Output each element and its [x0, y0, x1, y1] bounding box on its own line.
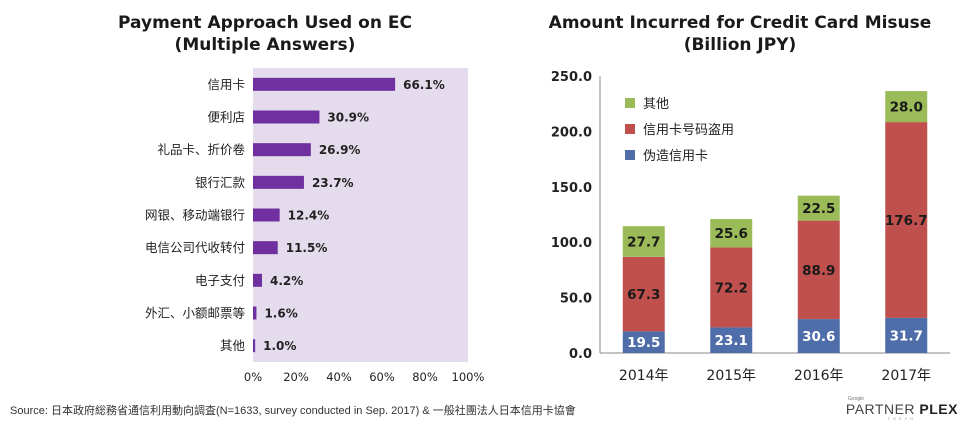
- stack-segment: [885, 317, 928, 353]
- segment-label: 67.3: [627, 287, 660, 303]
- y-tick-label: 100.0: [551, 236, 592, 251]
- data-label: 11.5%: [286, 241, 328, 255]
- bar: [253, 175, 304, 189]
- category-label: 其他: [220, 338, 246, 353]
- segment-label: 25.6: [715, 226, 748, 242]
- x-category-label: 2016年: [794, 368, 844, 384]
- x-tick-label: 100%: [452, 370, 485, 384]
- segment-label: 176.7: [885, 213, 928, 229]
- category-label: 电子支付: [195, 273, 245, 288]
- category-label: 银行汇款: [195, 175, 246, 190]
- segment-label: 72.2: [715, 280, 748, 296]
- segment-label: 23.1: [715, 333, 748, 349]
- segment-label: 22.5: [802, 201, 835, 217]
- y-tick-label: 250.0: [551, 70, 592, 85]
- segment-label: 27.7: [627, 234, 660, 250]
- source-note: Source: 日本政府総務省通信利用動向調査(N=1633, survey c…: [10, 405, 576, 417]
- left-chart-title-line2: (Multiple Answers): [174, 35, 356, 55]
- data-label: 1.0%: [263, 339, 296, 353]
- stack-segment: [797, 220, 840, 320]
- data-label: 1.6%: [264, 307, 297, 321]
- stack-segment: [622, 331, 665, 353]
- bar: [253, 273, 263, 287]
- stack-segment: [622, 226, 665, 257]
- data-label: 4.2%: [270, 274, 303, 288]
- stack-segment: [797, 319, 840, 353]
- segment-label: 88.9: [802, 263, 835, 279]
- category-label: 电信公司代收转付: [145, 240, 245, 255]
- segment-label: 28.0: [890, 100, 923, 116]
- bar: [253, 339, 256, 353]
- segment-label: 30.6: [802, 329, 835, 345]
- stack-segment: [710, 219, 753, 248]
- logo-plex: PLEX: [919, 401, 958, 417]
- y-tick-label: 50.0: [560, 292, 592, 307]
- x-category-label: 2014年: [619, 368, 669, 384]
- legend-swatch: [625, 98, 635, 108]
- stack-segment: [622, 256, 665, 332]
- stack-segment: [885, 122, 928, 318]
- logo-google-text: Google: [847, 396, 865, 402]
- logo-partner: PARTNER: [845, 401, 920, 417]
- x-tick-label: 60%: [369, 370, 395, 384]
- bar: [253, 77, 396, 91]
- left-chart-title: Payment Approach Used on EC (Multiple An…: [40, 12, 490, 56]
- x-category-label: 2015年: [706, 368, 756, 384]
- logo-tokyo-text: TOKYO: [887, 416, 917, 421]
- logo-main-text: PARTNER PLEX: [846, 402, 958, 416]
- legend-label: 其他: [643, 97, 669, 112]
- legend-swatch: [625, 124, 635, 134]
- data-label: 12.4%: [288, 209, 330, 223]
- bar: [253, 208, 280, 222]
- data-label: 23.7%: [312, 176, 354, 190]
- legend-label: 信用卡号码盗用: [643, 122, 734, 138]
- segment-label: 31.7: [890, 328, 923, 344]
- category-label: 外汇、小额邮票等: [145, 306, 245, 321]
- left-chart-title-line1: Payment Approach Used on EC: [118, 13, 412, 33]
- right-chart-title: Amount Incurred for Credit Card Misuse (…: [530, 12, 950, 56]
- x-tick-label: 20%: [283, 370, 309, 384]
- category-label: 便利店: [207, 110, 245, 125]
- category-label: 信用卡: [207, 77, 245, 92]
- partnerplex-logo: Google PARTNER PLEX TOKYO: [846, 396, 958, 421]
- x-category-label: 2017年: [881, 368, 931, 384]
- bar: [253, 143, 311, 157]
- bar: [253, 241, 278, 255]
- x-tick-label: 0%: [244, 370, 262, 384]
- right-chart-title-line2: (Billion JPY): [683, 35, 797, 55]
- legend-swatch: [625, 150, 635, 160]
- segment-label: 19.5: [627, 335, 660, 351]
- stack-segment: [710, 327, 753, 353]
- right-chart-title-line1: Amount Incurred for Credit Card Misuse: [548, 13, 932, 33]
- x-tick-label: 40%: [326, 370, 352, 384]
- legend-label: 伪造信用卡: [643, 149, 708, 164]
- stack-segment: [710, 247, 753, 328]
- x-tick-label: 80%: [412, 370, 438, 384]
- data-label: 66.1%: [403, 78, 445, 92]
- y-tick-label: 200.0: [551, 125, 592, 140]
- bar: [253, 306, 257, 320]
- data-label: 30.9%: [327, 111, 369, 125]
- category-label: 网银、移动端银行: [145, 208, 245, 223]
- bar: [253, 110, 320, 124]
- y-tick-label: 0.0: [569, 347, 592, 362]
- category-label: 礼品卡、折价卷: [157, 142, 245, 157]
- stack-segment: [797, 195, 840, 221]
- y-tick-label: 150.0: [551, 181, 592, 196]
- stack-segment: [885, 91, 928, 123]
- data-label: 26.9%: [319, 143, 361, 157]
